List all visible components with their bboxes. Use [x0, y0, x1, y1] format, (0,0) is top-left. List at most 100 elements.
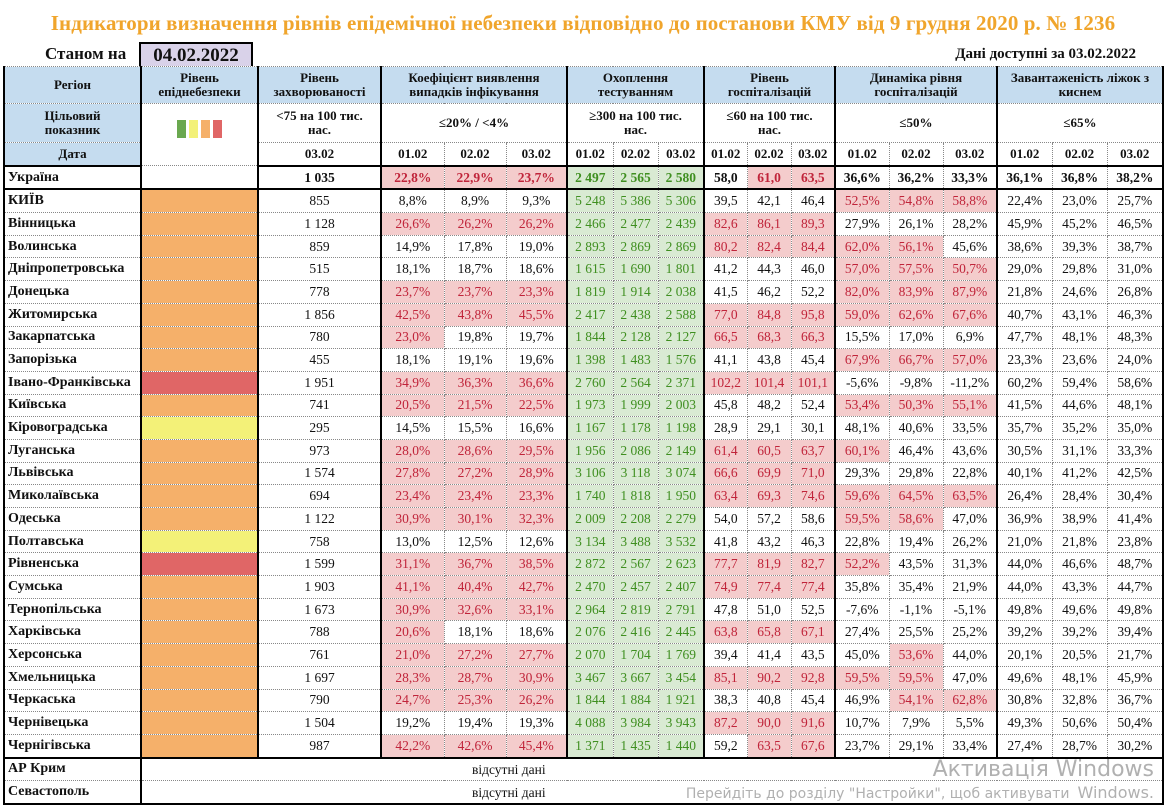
oxygen-beds-value: 45,2% [1051, 212, 1108, 236]
incidence-rate: 741 [257, 393, 382, 418]
table-row: Одеська 1 122 30,9% 30,1% 32,3% 2 009 2 208 2 2… [3, 507, 1164, 531]
hosp-dynamics-value: -5,1% [942, 597, 998, 622]
oxygen-beds-value: 45,9% [1106, 665, 1164, 690]
date-dyn-03.02: 03.02 [942, 141, 998, 167]
hosp-dynamics-value: 59,5% [888, 665, 944, 690]
coef-value: 19,7% [505, 325, 568, 350]
hosp-dynamics-value: 26,2% [942, 529, 998, 554]
hosp-dynamics-value: 29,1% [888, 733, 944, 759]
hosp-value: 28,9 [703, 416, 748, 440]
region-name: КИЇВ [3, 188, 142, 214]
testing-value: 1 704 [612, 643, 659, 667]
hosp-value: 86,1 [746, 212, 792, 236]
testing-value: 2 893 [566, 234, 614, 259]
hosp-value: 38,3 [703, 688, 748, 713]
hosp-value: 69,9 [746, 461, 792, 486]
hosp-dynamics-value: 59,5% [834, 665, 890, 690]
hosp-value: 84,8 [746, 302, 792, 327]
hosp-value: 74,9 [703, 575, 748, 599]
incidence-rate: 859 [257, 234, 382, 259]
incidence-rate: 1 903 [257, 575, 382, 599]
incidence-rate: 1 599 [257, 552, 382, 577]
table-row: Сумська 1 903 41,1% 40,4% 42,7% 2 470 2 457 2 4… [3, 575, 1164, 599]
table-row: КИЇВ 855 8,8% 8,9% 9,3% 5 248 5 386 5 306 39,5 42… [3, 188, 1164, 214]
danger-level-cell [140, 348, 259, 372]
hosp-value: 46,0 [790, 257, 836, 282]
testing-value: 2 470 [566, 575, 614, 599]
header-level: Рівень епіднебезпеки [140, 66, 259, 104]
testing-value: 1 440 [657, 733, 705, 759]
oxygen-beds-value: 28,7% [1051, 733, 1108, 759]
coef-value: 14,5% [380, 416, 445, 440]
testing-value: 1 178 [612, 416, 659, 440]
indicators-table: Регіон Рівень епіднебезпеки Рівень захво… [3, 66, 1164, 805]
table-row: Полтавська 758 13,0% 12,5% 12,6% 3 134 3 488 3 … [3, 529, 1164, 554]
coef-value: 19,6% [505, 348, 568, 372]
incidence-rate: 515 [257, 257, 382, 282]
hosp-value: 67,6 [790, 733, 836, 759]
oxygen-beds-value: 39,4% [1106, 620, 1164, 645]
hosp-value: 65,8 [746, 620, 792, 645]
hosp-value: 77,0 [703, 302, 748, 327]
oxygen-beds-value: 44,0% [996, 552, 1053, 577]
coef-value: 26,2% [443, 212, 507, 236]
testing-value: 2 438 [612, 302, 659, 327]
table-row: Вінницька 1 128 26,6% 26,2% 26,2% 2 466 2 477 2… [3, 212, 1164, 236]
hosp-value: 41,1 [703, 348, 748, 372]
testing-value: 3 984 [612, 711, 659, 735]
hosp-dynamics-value: 21,9% [942, 575, 998, 599]
danger-level-cell [140, 393, 259, 418]
hosp-value: 52,2 [790, 280, 836, 304]
hosp-dynamics-value: 36,2% [888, 165, 944, 191]
oxygen-beds-value: 46,5% [1106, 212, 1164, 236]
danger-level-cell [140, 575, 259, 599]
region-name: Рівненська [3, 552, 142, 577]
coef-value: 13,0% [380, 529, 445, 554]
hosp-dynamics-value: 57,5% [888, 257, 944, 282]
danger-level-cell [140, 461, 259, 486]
hosp-value: 90,2 [746, 665, 792, 690]
oxygen-beds-value: 20,5% [1051, 643, 1108, 667]
coef-value: 28,3% [380, 665, 445, 690]
target-testing: ≥300 на 100 тис. нас. [566, 103, 705, 143]
missing-data-wrap: відсутні дані Активація Windows [143, 759, 1161, 780]
table-row: Київська 741 20,5% 21,5% 22,5% 1 973 1 999 2 00… [3, 393, 1164, 418]
oxygen-beds-value: 35,2% [1051, 416, 1108, 440]
hosp-value: 87,2 [703, 711, 748, 735]
region-name: Севастополь [3, 780, 142, 805]
incidence-rate: 788 [257, 620, 382, 645]
table-row: Херсонська 761 21,0% 27,2% 27,7% 2 070 1 704 1 … [3, 643, 1164, 667]
hosp-dynamics-value: 48,1% [834, 416, 890, 440]
missing-data-cell: відсутні дані Активація Windows [140, 757, 1164, 782]
region-name: Тернопільська [3, 597, 142, 622]
hosp-dynamics-value: 59,0% [834, 302, 890, 327]
danger-level-cell [140, 212, 259, 236]
testing-value: 2 497 [566, 165, 614, 191]
oxygen-beds-value: 23,0% [1051, 188, 1108, 214]
hosp-value: 41,4 [746, 643, 792, 667]
testing-value: 1 950 [657, 484, 705, 508]
hosp-value: 52,5 [790, 597, 836, 622]
danger-level-cell [140, 302, 259, 327]
hosp-value: 39,5 [703, 188, 748, 214]
hosp-dynamics-value: 25,2% [942, 620, 998, 645]
hosp-dynamics-value: 54,8% [888, 188, 944, 214]
hosp-value: 39,4 [703, 643, 748, 667]
incidence-rate: 761 [257, 643, 382, 667]
hosp-value: 48,2 [746, 393, 792, 418]
oxygen-beds-value: 31,0% [1106, 257, 1164, 282]
testing-value: 3 454 [657, 665, 705, 690]
hosp-value: 46,3 [790, 529, 836, 554]
coef-value: 26,6% [380, 212, 445, 236]
oxygen-beds-value: 45,9% [996, 212, 1053, 236]
target-rate: <75 на 100 тис. нас. [257, 103, 382, 143]
date-coef-02.02: 02.02 [443, 141, 507, 167]
hosp-dynamics-value: 33,3% [942, 165, 998, 191]
hosp-dynamics-value: 40,6% [888, 416, 944, 440]
oxygen-beds-value: 24,0% [1106, 348, 1164, 372]
coef-value: 36,3% [443, 370, 507, 395]
table-row-missing: АР Крим відсутні дані Активація Windows [3, 757, 1164, 782]
testing-value: 3 106 [566, 461, 614, 486]
hosp-value: 58,6 [790, 507, 836, 531]
coef-value: 45,4% [505, 733, 568, 759]
